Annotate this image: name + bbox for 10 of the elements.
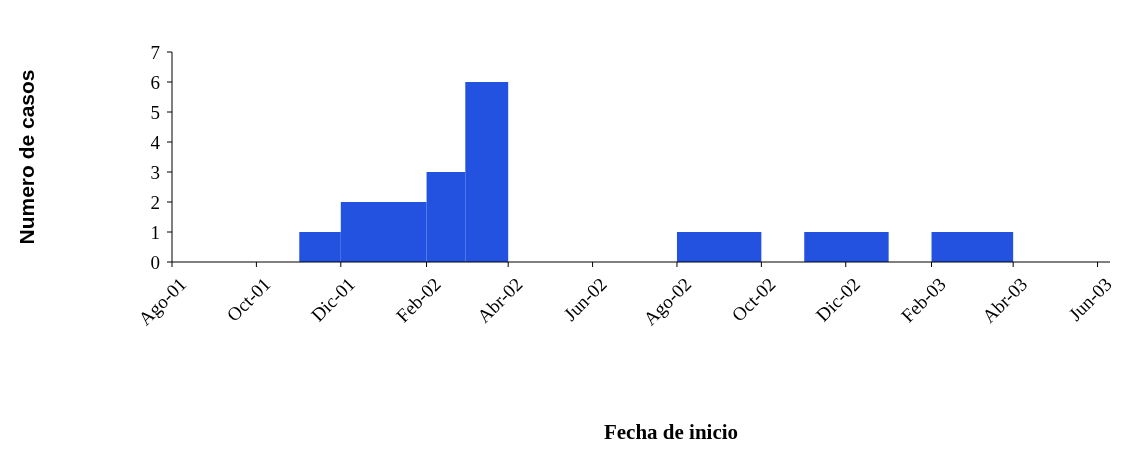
y-tick-label: 7 [150,41,160,63]
y-tick-label: 1 [150,221,160,243]
y-tick-label: 0 [150,251,160,273]
y-axis-title: Numero de casos [15,69,38,245]
x-axis-title: Fecha de inicio [603,420,739,444]
y-tick-label: 4 [150,131,161,153]
y-tick-label: 2 [150,191,160,213]
y-tick-label: 6 [150,71,160,93]
y-tick-label: 5 [150,101,160,123]
y-tick-label: 3 [150,161,160,183]
